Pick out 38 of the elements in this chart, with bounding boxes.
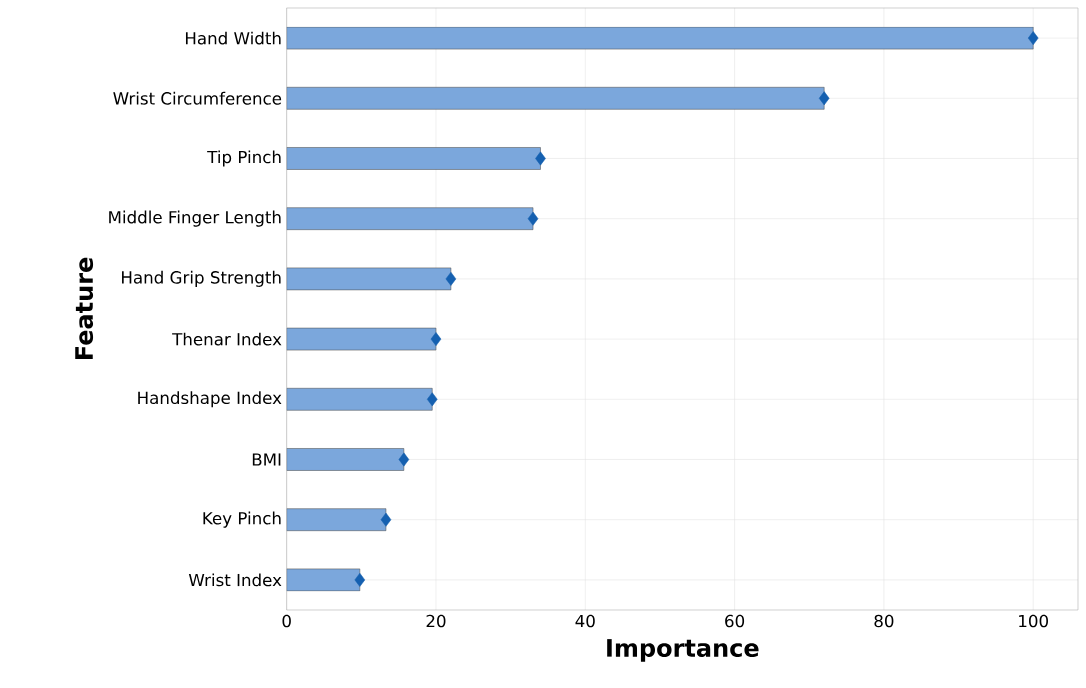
x-tick-label: 60 [725, 614, 745, 628]
point [535, 151, 546, 166]
y-tick-label: Handshape Index [138, 391, 282, 408]
bar [286, 207, 534, 230]
bar [286, 267, 452, 291]
point [398, 452, 410, 467]
point [354, 572, 366, 587]
x-axis-title: Importance [607, 639, 759, 662]
y-tick-label: BMI [252, 453, 281, 466]
bar [286, 568, 361, 592]
y-tick-label: Key Pinch [203, 511, 281, 528]
x-tick-label: 0 [282, 614, 291, 628]
point [380, 512, 392, 527]
point [445, 271, 457, 286]
bar [286, 388, 433, 411]
x-tick-label: 80 [874, 614, 894, 628]
bar [286, 508, 387, 531]
y-tick-label: Wrist Circumference [113, 91, 282, 105]
bar [286, 87, 825, 110]
y-tick-label: Thenar Index [172, 332, 282, 346]
bar [286, 327, 437, 351]
x-tick-label: 40 [575, 614, 595, 628]
y-tick-label: Hand Width [185, 31, 281, 45]
point [818, 91, 830, 106]
y-tick-label: Hand Grip Strength [122, 270, 281, 287]
bar [286, 147, 541, 170]
point [1027, 31, 1039, 46]
y-axis-title: Feature [75, 257, 94, 360]
point [426, 392, 438, 407]
point [430, 332, 442, 347]
x-tick-label: 100 [1019, 614, 1048, 628]
bar [286, 26, 1034, 50]
y-tick-label: Tip Pinch [207, 150, 281, 167]
x-tick-label: 20 [426, 614, 446, 628]
bar [286, 448, 405, 471]
point [527, 211, 539, 226]
y-tick-label: Wrist Index [188, 573, 282, 587]
y-tick-label: Middle Finger Length [109, 210, 281, 227]
